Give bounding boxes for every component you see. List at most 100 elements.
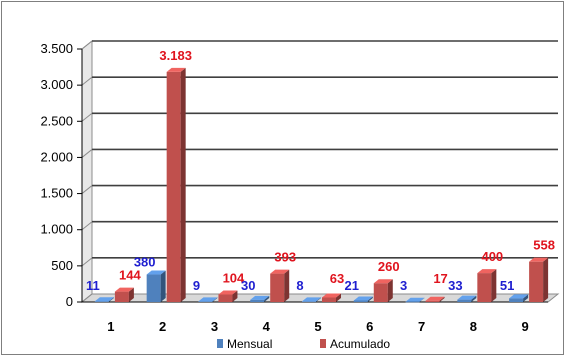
- bar-side: [284, 269, 290, 302]
- bar-side: [367, 296, 373, 302]
- bar-front: [146, 274, 161, 302]
- bar-acumulado-3: [218, 290, 238, 302]
- bar-front: [302, 301, 316, 302]
- bar-acumulado-4: [270, 269, 290, 302]
- bar-front: [425, 300, 440, 302]
- bar-side: [316, 297, 321, 302]
- data-label-mensual-6: 21: [345, 278, 359, 293]
- bar-top: [477, 269, 497, 274]
- y-tick-label: 0: [66, 294, 73, 309]
- x-tick-label: 6: [366, 319, 373, 334]
- bar-top: [457, 295, 477, 300]
- bars: [94, 67, 549, 303]
- bar-side: [232, 290, 238, 302]
- bar-top: [218, 290, 238, 295]
- bar-top: [509, 294, 529, 299]
- data-label-mensual-5: 8: [296, 278, 303, 293]
- gridline-depth: [81, 293, 93, 303]
- x-tick-label: 4: [263, 319, 271, 334]
- bar-acumulado-7: [425, 296, 445, 302]
- legend-label-mensual: Mensual: [227, 337, 272, 351]
- bar-front: [198, 301, 213, 302]
- y-axis-ticks: 0 500 1.000 1.500 2.000 2.500 3.000 3.500: [40, 41, 548, 309]
- bar-mensual-5: [302, 297, 321, 302]
- data-label-acumulado-1: 144: [119, 268, 141, 283]
- bar-side: [264, 295, 270, 302]
- bar-acumulado-5: [322, 293, 341, 302]
- bar-side: [180, 67, 186, 302]
- bar-front: [114, 291, 129, 302]
- gridline-depth: [81, 112, 93, 122]
- bar-top: [405, 297, 425, 302]
- bar-mensual-4: [250, 295, 270, 302]
- bar-side: [523, 294, 529, 302]
- legend-swatch-mensual: [217, 339, 223, 348]
- bar-front: [529, 261, 544, 302]
- gridline-depth: [81, 76, 93, 86]
- bar-top: [94, 297, 114, 302]
- bar-top: [529, 257, 549, 262]
- data-label-acumulado-8: 400: [481, 249, 503, 264]
- bar-side: [419, 297, 425, 302]
- bar-side: [108, 297, 114, 302]
- data-label-mensual-9: 51: [500, 278, 514, 293]
- y-tick-label: 3.500: [40, 41, 73, 56]
- gridline-depth: [81, 221, 93, 231]
- bar-side: [128, 287, 134, 302]
- data-label-acumulado-3: 104: [223, 270, 245, 285]
- data-label-mensual-3: 9: [193, 278, 200, 293]
- bar-front: [166, 71, 181, 302]
- bar-mensual-3: [198, 297, 218, 302]
- data-label-acumulado-6: 260: [378, 259, 400, 274]
- data-label-acumulado-4: 393: [274, 250, 296, 265]
- bar-front: [373, 283, 388, 302]
- bar-acumulado-9: [529, 257, 549, 302]
- bar-front: [477, 273, 492, 302]
- y-tick-label: 2.500: [40, 113, 73, 128]
- x-tick-label: 8: [470, 319, 477, 334]
- bar-mensual-1: [94, 297, 114, 302]
- bar-mensual-7: [405, 297, 425, 303]
- bar-top: [373, 279, 393, 284]
- bar-side: [387, 279, 393, 302]
- data-label-acumulado-9: 558: [533, 238, 555, 253]
- bar-top: [322, 293, 341, 298]
- gridline-depth: [81, 257, 93, 267]
- data-label-acumulado-5: 63: [330, 271, 344, 286]
- bar-acumulado-6: [373, 279, 393, 302]
- bar-mensual-6: [353, 296, 373, 302]
- data-label-acumulado-2: 3.183: [159, 48, 192, 63]
- data-label-mensual-7: 3: [400, 278, 407, 293]
- gridline-depth: [81, 185, 93, 194]
- y-tick-label: 3.000: [40, 77, 73, 92]
- bar-front: [270, 273, 285, 302]
- x-tick-label: 3: [211, 319, 218, 334]
- y-tick-label: 2.000: [40, 149, 73, 164]
- bar-side: [160, 270, 166, 302]
- bar-top: [302, 297, 321, 302]
- side-wall: [81, 39, 93, 304]
- bar-top: [146, 270, 166, 275]
- bar-front: [218, 294, 233, 302]
- bar-top: [425, 296, 445, 301]
- bar-side: [439, 296, 445, 302]
- data-label-mensual-1: 11: [86, 278, 100, 293]
- bar-side: [212, 297, 218, 302]
- bar-top: [353, 296, 373, 301]
- bar-top: [270, 269, 290, 274]
- bar-acumulado-8: [477, 269, 497, 302]
- legend-label-acumulado: Acumulado: [330, 337, 390, 351]
- bar-front: [509, 298, 524, 302]
- bar-top: [114, 287, 134, 292]
- bar-mensual-2: [146, 270, 166, 302]
- gridline-depth: [81, 149, 93, 158]
- data-label-mensual-4: 30: [241, 278, 255, 293]
- bar-front: [457, 299, 472, 302]
- bar-mensual-9: [509, 294, 529, 302]
- bar-front: [322, 297, 336, 302]
- x-tick-label: 1: [107, 319, 114, 334]
- bar-front: [94, 301, 109, 302]
- data-label-acumulado-7: 17: [433, 271, 447, 286]
